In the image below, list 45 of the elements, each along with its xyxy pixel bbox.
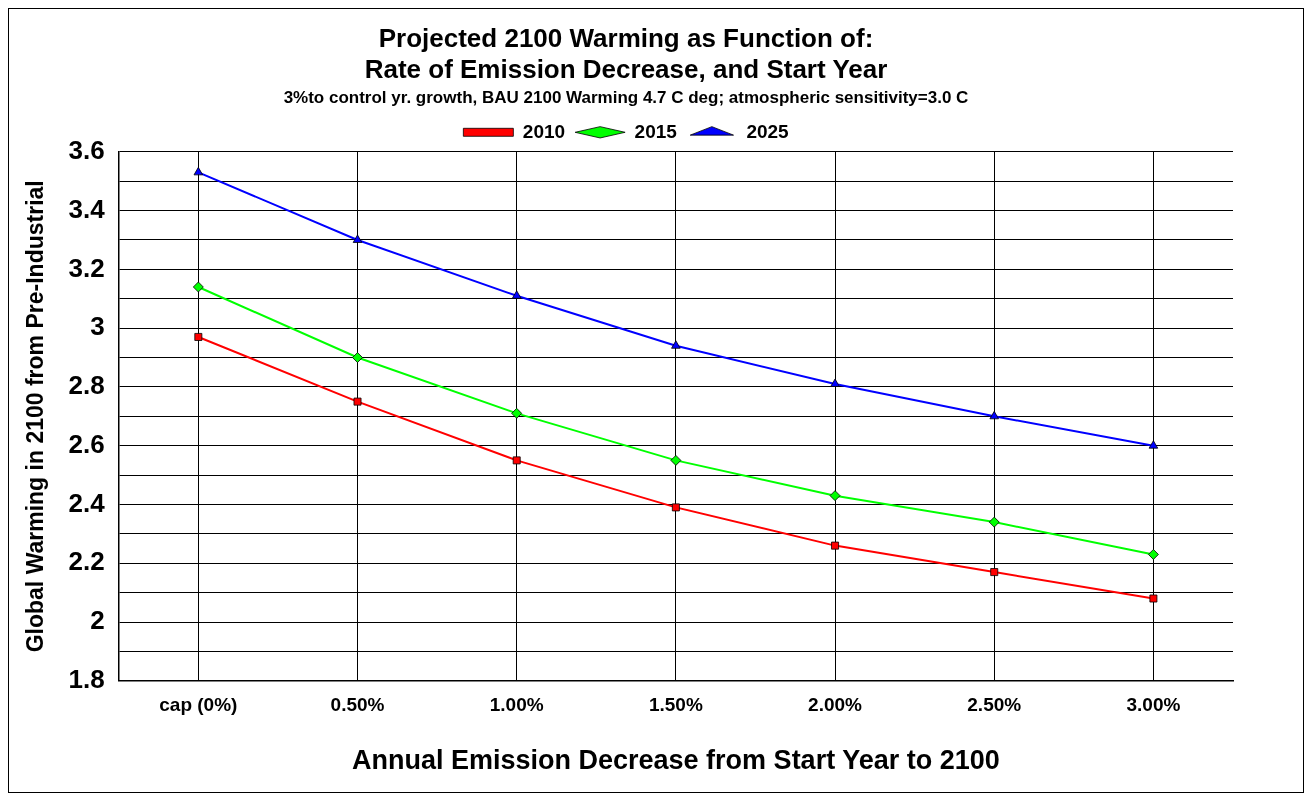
point (193, 166, 204, 176)
point (1148, 440, 1159, 449)
point (671, 340, 681, 349)
y-tick-label: 2.2 (68, 546, 105, 577)
y-tick-label: 2.6 (68, 428, 105, 459)
point (671, 503, 680, 512)
point (989, 410, 999, 420)
legend-label: 2015 (634, 120, 678, 142)
point (192, 281, 204, 293)
y-tick-label: 3 (90, 311, 105, 342)
chart-title: Projected 2100 Warming as Function of: Rate of Emission Decrease, and Start Year (364, 22, 888, 84)
chart-subtitle: 3%to control yr. growth, BAU 2100 Warming 4.7 C deg; atmospheric sensitivity=3.0 C (283, 88, 969, 108)
x-axis-title: Annual Emission Decrease from Start Year to 2100 (351, 745, 1000, 776)
x-tick-label: 2.50% (967, 694, 1022, 716)
point (1148, 549, 1159, 560)
y-tick-label: 2 (90, 605, 105, 636)
x-tick-label: cap (0%) (159, 694, 238, 716)
y-tick-label: 1.8 (68, 663, 105, 694)
x-tick-label: 0.50% (330, 694, 385, 716)
x-tick-label: 1.50% (648, 694, 703, 716)
point (990, 568, 999, 576)
y-tick-label: 3.2 (68, 252, 105, 283)
point (512, 456, 521, 465)
point (1149, 594, 1158, 603)
legend-label: 2025 (746, 120, 790, 142)
y-tick-label: 2.4 (68, 487, 106, 518)
legend-label: 2010 (522, 120, 566, 142)
point (511, 290, 522, 299)
point (194, 333, 203, 341)
point (352, 352, 363, 363)
point (988, 516, 1000, 528)
y-axis-title: Global Warming in 2100 from Pre-Industrial (22, 180, 49, 653)
x-tick-label: 3.00% (1126, 694, 1181, 716)
y-tick-label: 2.8 (68, 370, 105, 401)
y-tick-label: 3.6 (68, 134, 105, 165)
point (829, 490, 841, 502)
x-tick-label: 1.00% (489, 694, 544, 716)
point (511, 407, 523, 419)
point (352, 234, 363, 243)
point (670, 454, 682, 466)
y-tick-label: 3.4 (68, 193, 106, 224)
point (831, 541, 839, 550)
x-tick-label: 2.00% (808, 694, 863, 716)
point (353, 397, 362, 406)
point (830, 378, 840, 387)
